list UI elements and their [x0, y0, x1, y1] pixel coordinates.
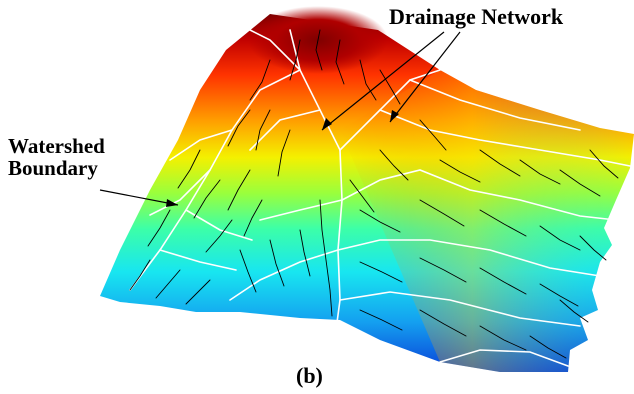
drainage-network-label: Drainage Network: [389, 6, 563, 28]
watershed-boundary-label: Watershed Boundary: [8, 135, 105, 179]
watershed-label-line1: Watershed: [8, 135, 105, 157]
panel-label: (b): [296, 365, 323, 387]
watershed-label-line2: Boundary: [8, 157, 105, 179]
